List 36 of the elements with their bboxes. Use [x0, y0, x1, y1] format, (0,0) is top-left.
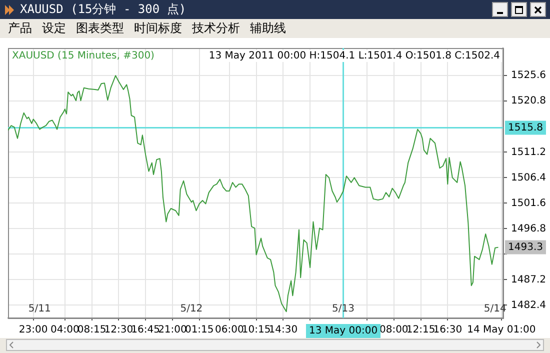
y-tick-label: 1487.2 — [511, 274, 546, 286]
y-tick-label: 1501.6 — [511, 198, 546, 209]
annotation: 13 May 2011 00:00 H:1504.1 L:1501.4 O:1501.8 C:1502.4 — [208, 50, 500, 62]
x-tick-label: 16:30 — [433, 324, 462, 336]
y-tick-label: 1506.4 — [511, 172, 546, 184]
x-tick-label: 01:15 — [184, 324, 214, 336]
x-tick-label: 14:30 — [268, 324, 298, 336]
text: 辅助线 — [250, 20, 286, 37]
y-tick-label: 1496.8 — [511, 223, 546, 234]
y-tick-label: 1511.2 — [511, 146, 546, 158]
x-tick-label: 21:00 — [158, 324, 187, 336]
x-tick-label: 08:15 — [77, 324, 106, 336]
y-tick-label: 1482.4 — [511, 300, 546, 311]
x-tick-label: 04:00 — [50, 324, 80, 336]
text: 时间标度 — [134, 20, 182, 37]
chart-subtitle: XAUUSD (15 Minutes, #300) — [12, 50, 155, 62]
y-tick-label: 1520.8 — [511, 96, 546, 107]
x2-tick-label: 5/12 — [180, 304, 203, 315]
ref-line-label: 1515.8 — [508, 122, 543, 134]
x-tick-label: 10:15 — [242, 324, 271, 336]
text: 产品 — [8, 20, 32, 37]
x-tick-label: 12:30 — [104, 324, 134, 336]
annotation: 1493.3 — [508, 242, 543, 253]
x-tick-label: 06:00 — [214, 324, 244, 336]
ref-line-label: 13 May 00:00 — [308, 326, 378, 337]
y-tick-label: 1525.6 — [511, 70, 546, 82]
x-tick-label: 08:00 — [379, 324, 408, 336]
x-tick-label: 16:45 — [131, 324, 160, 336]
text: 设定 — [42, 20, 66, 37]
x-tick-label: 23:00 — [18, 324, 48, 336]
text: 技术分析 — [192, 20, 240, 37]
x2-tick-label: 5/11 — [28, 304, 51, 315]
text: 图表类型 — [76, 20, 124, 37]
x-tick-label: 12:15 — [406, 324, 436, 336]
x-tick-label: 14 May 01:00 — [467, 324, 536, 336]
chart-title: XAUUSD (15分钟 - 300 点) — [20, 1, 186, 18]
